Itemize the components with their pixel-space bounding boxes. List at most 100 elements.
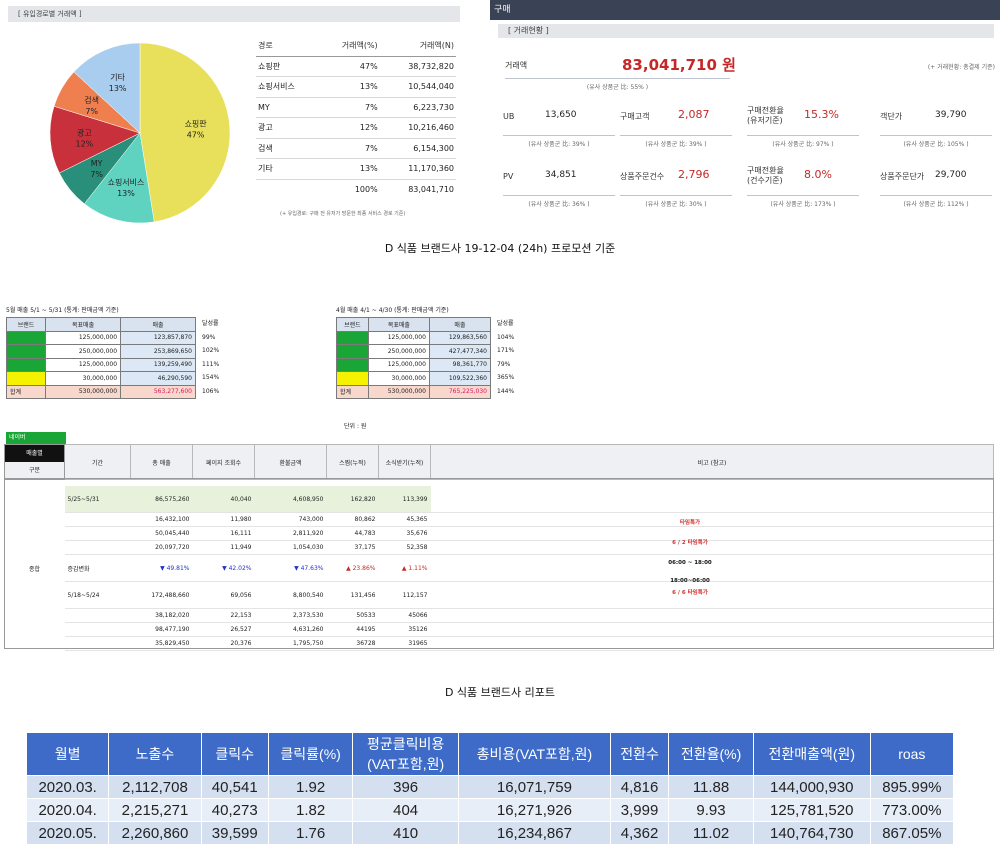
weekly-cell: 40,040 — [192, 486, 255, 513]
kpi-row: 2020.04. 2,215,271 40,273 1.82 404 16,271,926… — [25, 798, 955, 822]
inflow-header-route: 경로 — [256, 36, 319, 57]
kpi-cell: 396 — [352, 775, 459, 799]
inflow-route: MY — [256, 97, 319, 118]
weekly-period — [64, 636, 131, 651]
may-title: 5월 매출 5/1 ~ 5/31 (통계: 판매금액 기준) — [6, 307, 119, 314]
metric-value: 39,790 — [935, 110, 967, 120]
inflow-route: 검색 — [256, 138, 319, 159]
metric-underline — [747, 135, 859, 136]
weekly-cell: ▲ 23.86% — [326, 554, 379, 582]
pie-slice-1 — [84, 132, 155, 224]
inflow-amount: 38,732,820 — [379, 56, 456, 77]
april-header-cell: 목표매출 — [367, 317, 430, 332]
pie-label-name-0: 쇼핑판 — [185, 119, 208, 129]
kpi-cell: 4,362 — [609, 821, 670, 845]
may-brand-cell — [5, 357, 47, 372]
may-brand-cell — [5, 330, 47, 345]
may-sales: 46,290,590 — [120, 371, 196, 386]
metric-value: 2,087 — [678, 108, 710, 121]
weekly-memo-cell — [430, 581, 994, 609]
kpi-header-cell: 노출수 — [108, 732, 202, 776]
may-sales: 123,857,870 — [120, 330, 196, 345]
naver-tag: 네이버 — [6, 432, 66, 444]
kpi-cell: 2,215,271 — [108, 798, 202, 822]
pie-label-name-2: MY — [91, 159, 103, 168]
pie-label-name-5: 기타 — [110, 73, 125, 82]
metric-label: 객단가 — [880, 112, 903, 121]
weekly-header: 매출별 구분 기간 총 매출 페이지 조회수 환불금액 스찜(누적) 소식받기(… — [4, 444, 994, 480]
weekly-period — [64, 512, 131, 527]
weekly-cell: ▼ 47.63% — [254, 554, 327, 582]
weekly-cell: 44,783 — [326, 526, 379, 541]
april-target: 250,000,000 — [367, 344, 430, 359]
inflow-header-pct: 거래액(%) — [318, 36, 380, 57]
kpi-header-cell: roas — [869, 732, 955, 776]
kpi-cell: 2,260,860 — [108, 821, 202, 845]
april-row: 30,000,000 109,522,360 — [336, 371, 492, 386]
weekly-cell: 50533 — [326, 608, 379, 623]
kpi-cell: 2020.03. — [25, 775, 110, 799]
metric-value: 8.0% — [804, 168, 832, 181]
april-header-cell: 브랜드 — [336, 317, 369, 332]
weekly-period — [64, 622, 131, 637]
april-total-label: 합계 — [336, 384, 369, 399]
april-header-cell: 매출 — [428, 317, 492, 332]
kpi-cell: 773.00% — [869, 798, 955, 822]
may-total-row: 합계 530,000,000 563,277,600 — [5, 384, 196, 399]
inflow-pct: 7% — [318, 97, 380, 118]
may-brand-cell — [5, 344, 47, 359]
memo-line: 6 / 2 타임특가 — [672, 540, 708, 546]
kpi-header-cell: 총비용(VAT포함,원) — [457, 732, 612, 776]
may-rate: 102% — [202, 347, 220, 354]
april-brand-cell — [336, 330, 369, 345]
pie-label-value-5: 13% — [109, 84, 127, 93]
metric-label: 구매전환율 (건수기준) — [747, 166, 784, 185]
kpi-header-cell: 전환율(%) — [668, 732, 754, 776]
weekly-period — [64, 608, 131, 623]
weekly-memo-cell — [430, 486, 994, 513]
may-rate: 99% — [202, 333, 216, 341]
metric-value: 2,796 — [678, 168, 710, 181]
kpi-header-cell: 클릭률(%) — [267, 732, 354, 776]
inflow-amount: 6,223,730 — [379, 97, 456, 118]
inflow-row: 쇼핑판 47% 38,732,820 — [256, 56, 456, 77]
weekly-group-cell — [5, 637, 65, 651]
amount-value: 83,041,710 원 — [622, 56, 736, 74]
may-rate-header: 달성률 — [202, 320, 219, 327]
metric-value: 34,851 — [545, 170, 577, 180]
kpi-row: 2020.03. 2,112,708 40,541 1.92 396 16,071,759… — [25, 775, 955, 799]
inflow-pct: 12% — [318, 117, 380, 139]
metric-label: 구매고객 — [620, 112, 650, 121]
weekly-col-news: 소식받기(누적) — [378, 444, 431, 480]
april-total-sales: 765,225,030 — [428, 384, 492, 399]
april-sales: 427,477,340 — [428, 344, 492, 359]
weekly-period: 증감변화 — [64, 554, 131, 582]
weekly-cell: 44195 — [326, 622, 379, 637]
april-rate: 104% — [497, 333, 515, 341]
pie-label-value-3: 12% — [75, 139, 93, 148]
april-rate-column: 달성률 104% 171% 79% 365% 144% — [497, 317, 537, 398]
kpi-cell: 1.92 — [267, 775, 354, 799]
weekly-row: 5/25~5/31 86,575,260 40,040 4,608,950 162,82… — [5, 486, 994, 513]
inflow-row: 기타 13% 11,170,360 — [256, 158, 456, 180]
metric-underline — [503, 135, 615, 136]
weekly-memo-cell — [430, 540, 994, 555]
kpi-cell: 39,599 — [200, 821, 269, 845]
kpi-cell: 1.76 — [267, 821, 354, 845]
weekly-cell: 131,456 — [326, 581, 379, 609]
weekly-memo-cell — [430, 636, 994, 651]
april-brand-cell — [336, 371, 369, 386]
inflow-amount: 6,154,300 — [379, 138, 456, 159]
memo-line: 6 / 6 타임특가 — [672, 590, 708, 596]
april-total-rate: 144% — [497, 387, 515, 395]
weekly-memo-cell — [430, 512, 994, 527]
weekly-row: 16,432,100 11,980 743,000 80,862 45,365 — [5, 512, 994, 527]
weekly-memo-cell — [430, 622, 994, 637]
weekly-cell: 98,477,190 — [130, 622, 193, 637]
weekly-period: 5/25~5/31 — [64, 486, 131, 513]
weekly-memo-cell — [430, 608, 994, 623]
weekly-cell: 26,527 — [192, 622, 255, 637]
weekly-cell: 2,811,920 — [254, 526, 327, 541]
may-target: 250,000,000 — [45, 344, 122, 359]
kpi-cell: 2020.04. — [25, 798, 110, 822]
